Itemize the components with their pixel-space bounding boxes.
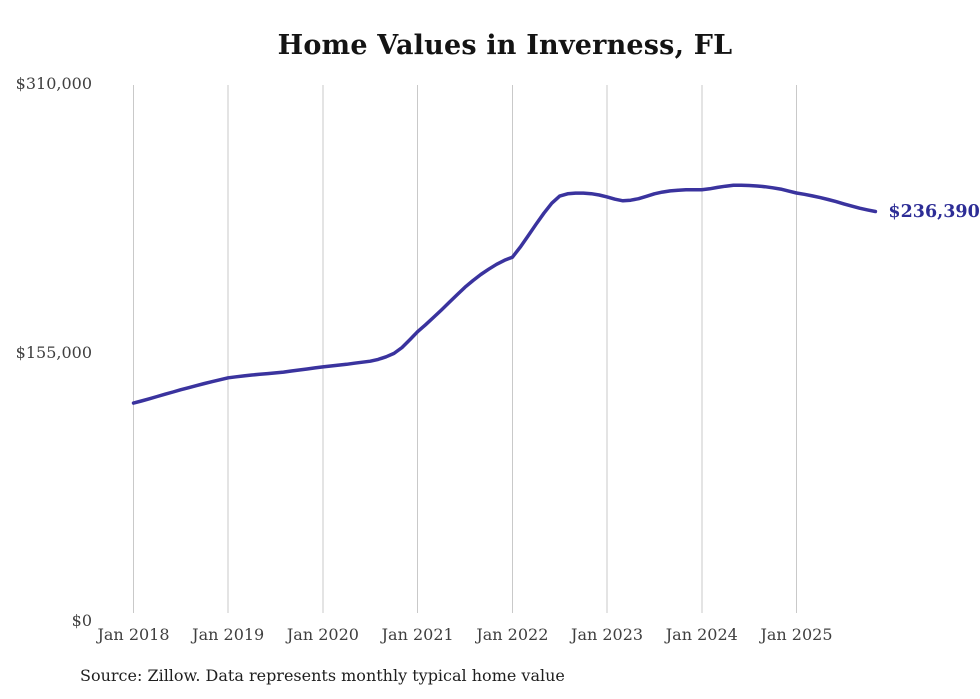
x-axis-tick-label: Jan 2022 <box>476 625 549 644</box>
y-axis-tick-label: $0 <box>71 611 92 630</box>
y-axis-tick-label: $155,000 <box>15 342 92 362</box>
value-line <box>131 183 878 405</box>
y-axis-tick-label: $310,000 <box>15 74 92 93</box>
x-axis-tick-label: Jan 2025 <box>760 625 833 644</box>
x-axis-tick-label: Jan 2024 <box>665 625 738 644</box>
source-note: Source: Zillow. Data represents monthly … <box>80 666 565 685</box>
x-axis-tick-label: Jan 2019 <box>192 625 265 644</box>
chart-title: Home Values in Inverness, FL <box>277 30 733 61</box>
x-axis-tick-label: Jan 2021 <box>381 625 454 644</box>
latest-value-label: $236,390 <box>888 201 980 222</box>
x-axis-tick-label: Jan 2020 <box>286 625 359 644</box>
x-axis-tick-label: Jan 2023 <box>571 625 644 644</box>
x-axis-tick-label: Jan 2018 <box>97 625 170 644</box>
